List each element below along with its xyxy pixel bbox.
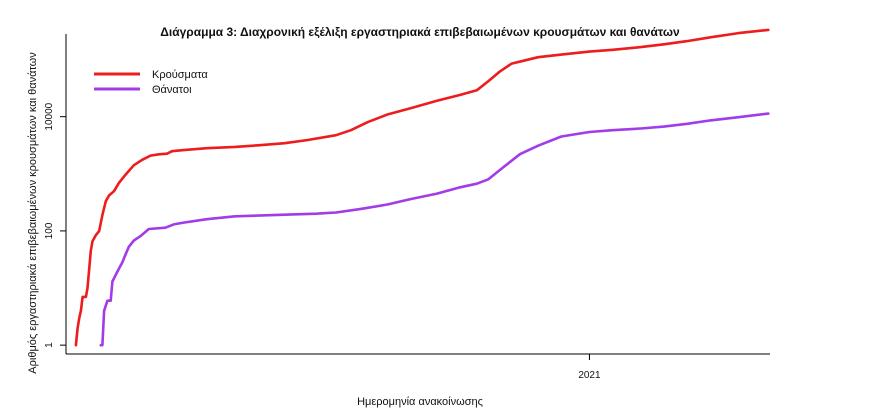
y-tick-label: 10000 — [44, 102, 55, 130]
legend: Κρούσματα Θάνατοι — [94, 69, 208, 96]
y-tick-label: 1 — [44, 342, 55, 348]
x-axis-label: Ημερομηνία ανακοίνωσης — [357, 396, 483, 408]
legend-label-deaths: Θάνατοι — [152, 84, 192, 96]
x-ticks: 2021 — [578, 354, 601, 381]
series-line-cases — [74, 28, 770, 347]
series-lines — [74, 28, 770, 347]
x-tick-label: 2021 — [578, 370, 601, 381]
chart-title: Διάγραμμα 3: Διαχρονική εξέλιξη εργαστηρ… — [160, 25, 680, 39]
y-tick-label: 100 — [44, 222, 55, 239]
legend-label-cases: Κρούσματα — [152, 69, 208, 81]
y-ticks: 1 100 10000 — [44, 102, 66, 348]
series-line-deaths — [99, 112, 770, 347]
y-axis-label: Αριθμός εργαστηριακά επιβεβαιωμένων κρου… — [27, 52, 39, 374]
